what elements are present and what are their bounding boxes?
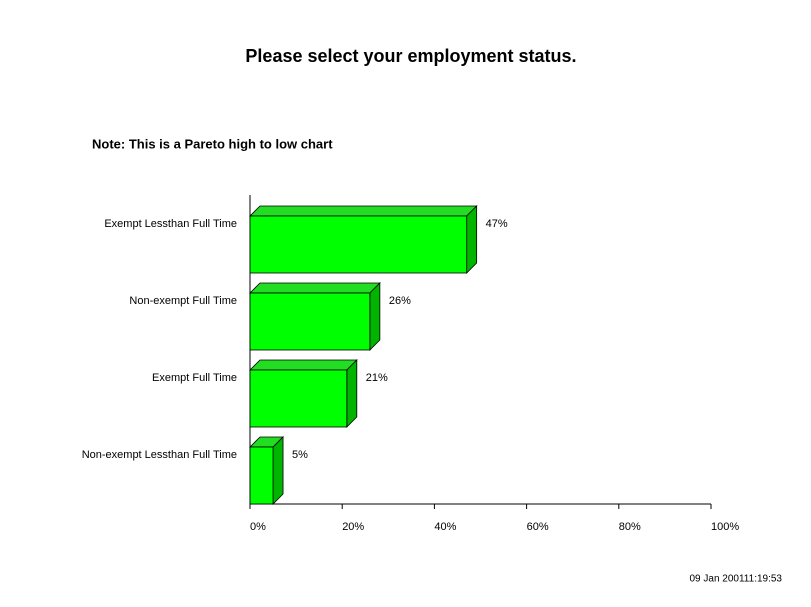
value-label: 26%: [389, 295, 411, 307]
y-tick-label: Non-exempt Lessthan Full Time: [82, 449, 237, 461]
bar-top: [249, 282, 381, 294]
bar-side: [369, 282, 381, 351]
x-tick-label: 100%: [711, 521, 739, 533]
x-tick-label: 80%: [619, 521, 641, 533]
chart-title: Please select your employment status.: [245, 46, 576, 66]
bar-top: [249, 359, 358, 371]
value-label: 47%: [486, 218, 508, 230]
x-tick-label: 0%: [250, 521, 266, 533]
y-tick-label: Non-exempt Full Time: [129, 295, 237, 307]
chart-subtitle: Note: This is a Pareto high to low chart: [92, 136, 333, 151]
value-label: 5%: [292, 449, 308, 461]
bar: [249, 215, 468, 274]
x-tick-label: 20%: [342, 521, 364, 533]
bar-top: [249, 205, 478, 217]
value-label: 21%: [366, 372, 388, 384]
bar: [249, 446, 274, 505]
timestamp: 09 Jan 200111:19:53: [690, 574, 783, 585]
bar: [249, 369, 348, 428]
x-tick-label: 40%: [434, 521, 456, 533]
y-tick-label: Exempt Lessthan Full Time: [104, 218, 237, 230]
bar-side: [466, 205, 478, 274]
bar-side: [346, 359, 358, 428]
bar: [249, 292, 371, 351]
x-tick-label: 60%: [527, 521, 549, 533]
y-tick-label: Exempt Full Time: [152, 372, 237, 384]
bar-side: [272, 436, 284, 505]
